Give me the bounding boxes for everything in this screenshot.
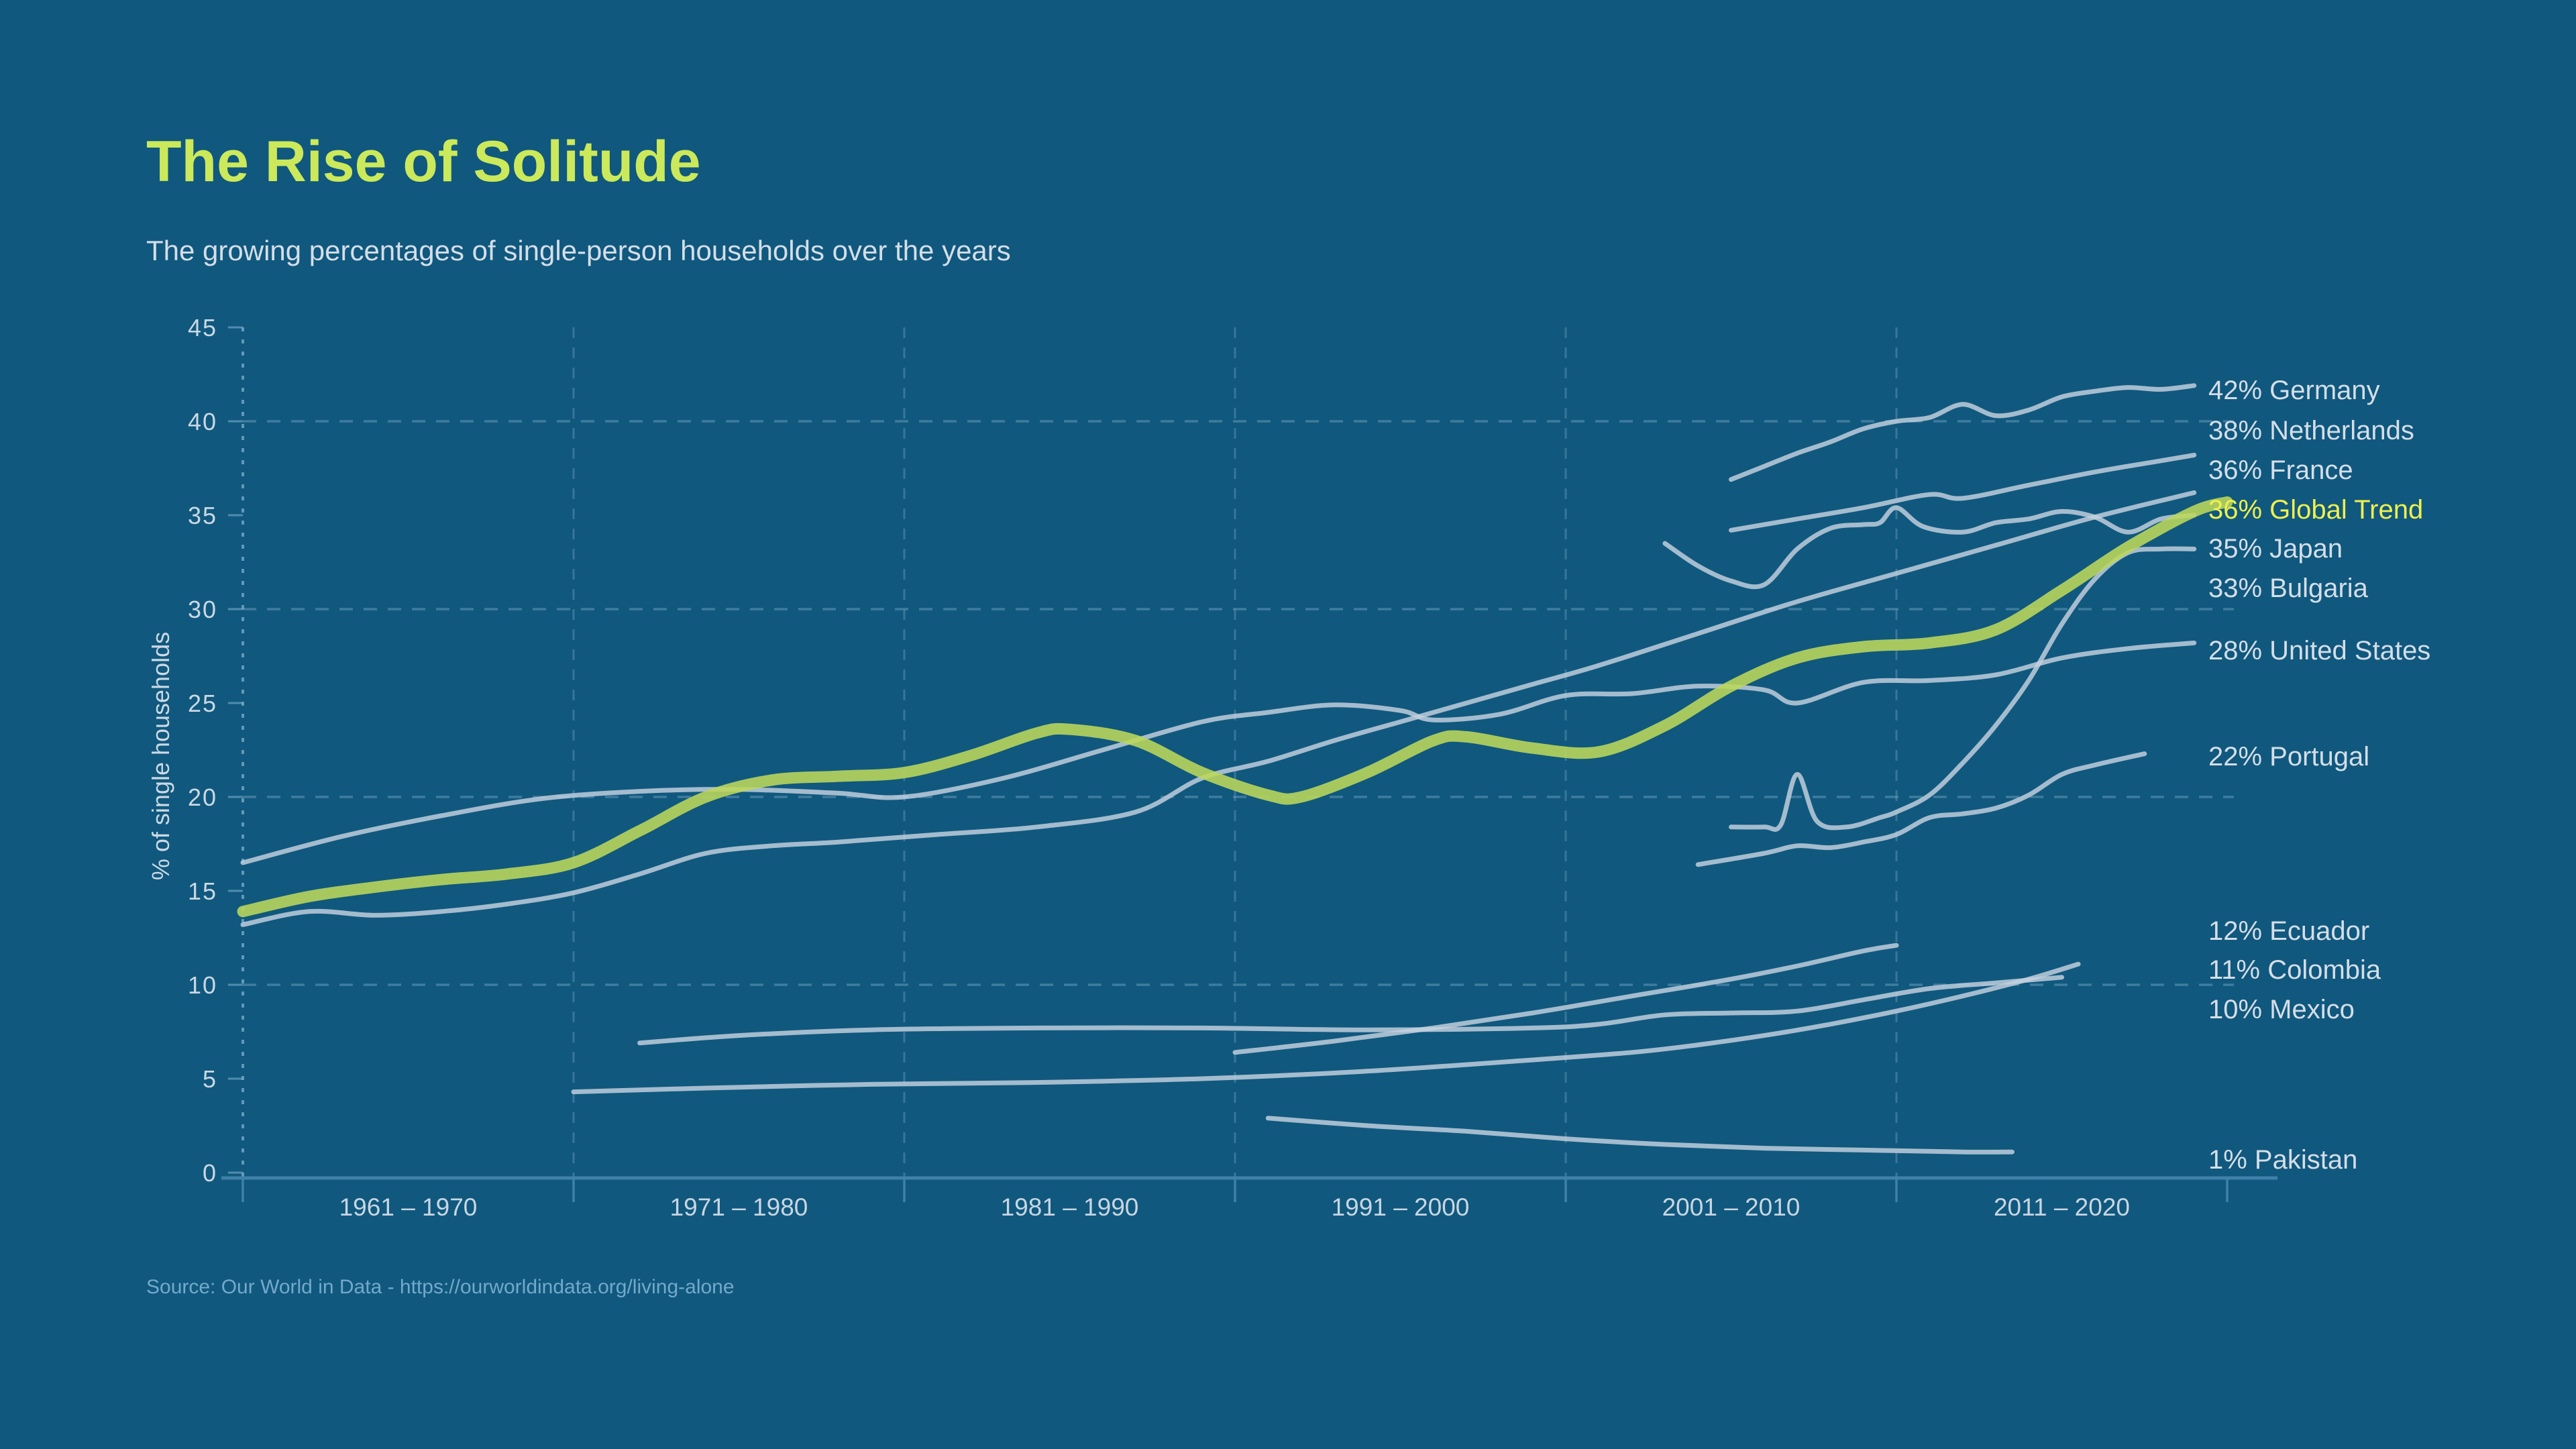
series-label-11: 1% Pakistan bbox=[2208, 1145, 2357, 1175]
x-axis-label-2: 1971 – 1980 bbox=[670, 1193, 808, 1221]
page-title: The Rise of Solitude bbox=[146, 129, 701, 194]
series-line-pakistan bbox=[1265, 1116, 2015, 1155]
series-label-7: 22% Portugal bbox=[2208, 742, 2369, 771]
x-axis-label-5: 2001 – 2010 bbox=[1662, 1193, 1801, 1221]
y-tick-label-40: 40 bbox=[188, 408, 217, 435]
y-axis-title: % of single households bbox=[147, 632, 174, 880]
series-label-2: 36% France bbox=[2208, 455, 2353, 485]
y-tick-label-35: 35 bbox=[188, 502, 217, 529]
y-tick-label-30: 30 bbox=[188, 596, 217, 623]
y-tick-label-20: 20 bbox=[188, 784, 217, 811]
series-label-8: 12% Ecuador bbox=[2208, 916, 2369, 946]
series-label-10: 10% Mexico bbox=[2208, 995, 2355, 1024]
series-end-labels: 42% Germany 38% Netherlands 36% France 36% … bbox=[2208, 376, 2430, 1175]
series-line-ecuador bbox=[1232, 943, 1899, 1055]
y-tick-label-25: 25 bbox=[188, 690, 217, 717]
series-label-6: 28% United States bbox=[2208, 636, 2430, 665]
x-axis-label-3: 1981 – 1990 bbox=[1001, 1193, 1139, 1221]
y-tick-label-45: 45 bbox=[188, 314, 217, 341]
series-label-9: 11% Colombia bbox=[2208, 955, 2381, 985]
y-tick-label-0: 0 bbox=[203, 1159, 217, 1187]
x-axis-label-1: 1961 – 1970 bbox=[339, 1193, 478, 1221]
source-note: Source: Our World in Data - https://ourw… bbox=[146, 1276, 735, 1298]
series-line-japan bbox=[1662, 505, 2197, 590]
series-label-5: 33% Bulgaria bbox=[2208, 574, 2369, 603]
series-line-mexico bbox=[637, 975, 2064, 1046]
y-tick-label-5: 5 bbox=[203, 1065, 217, 1093]
series-label-1: 38% Netherlands bbox=[2208, 416, 2414, 445]
page-subtitle: The growing percentages of single-person… bbox=[146, 235, 1011, 266]
axes: 0 5 10 15 20 25 30 35 40 45 1961 – 1970 1971 – 1980… bbox=[188, 314, 2277, 1221]
series-label-3: 36% Global Trend bbox=[2208, 495, 2423, 525]
x-axis-label-6: 2011 – 2020 bbox=[1994, 1193, 2130, 1221]
series-line-global_trend bbox=[237, 496, 2233, 918]
series-label-4: 35% Japan bbox=[2208, 534, 2343, 564]
series-label-0: 42% Germany bbox=[2208, 376, 2380, 405]
series-line-netherlands bbox=[1729, 452, 2197, 533]
series-line-united_states bbox=[240, 640, 2197, 865]
y-tick-label-10: 10 bbox=[188, 971, 217, 999]
series-line-germany bbox=[1729, 383, 2197, 482]
series-line-portugal bbox=[1695, 751, 2147, 867]
y-tick-label-15: 15 bbox=[188, 877, 217, 905]
series-line-bulgaria bbox=[1729, 546, 2197, 832]
series-lines bbox=[237, 383, 2233, 1155]
x-axis-label-4: 1991 – 2000 bbox=[1332, 1193, 1470, 1221]
gridlines bbox=[243, 327, 2234, 1178]
series-line-colombia bbox=[571, 961, 2081, 1095]
